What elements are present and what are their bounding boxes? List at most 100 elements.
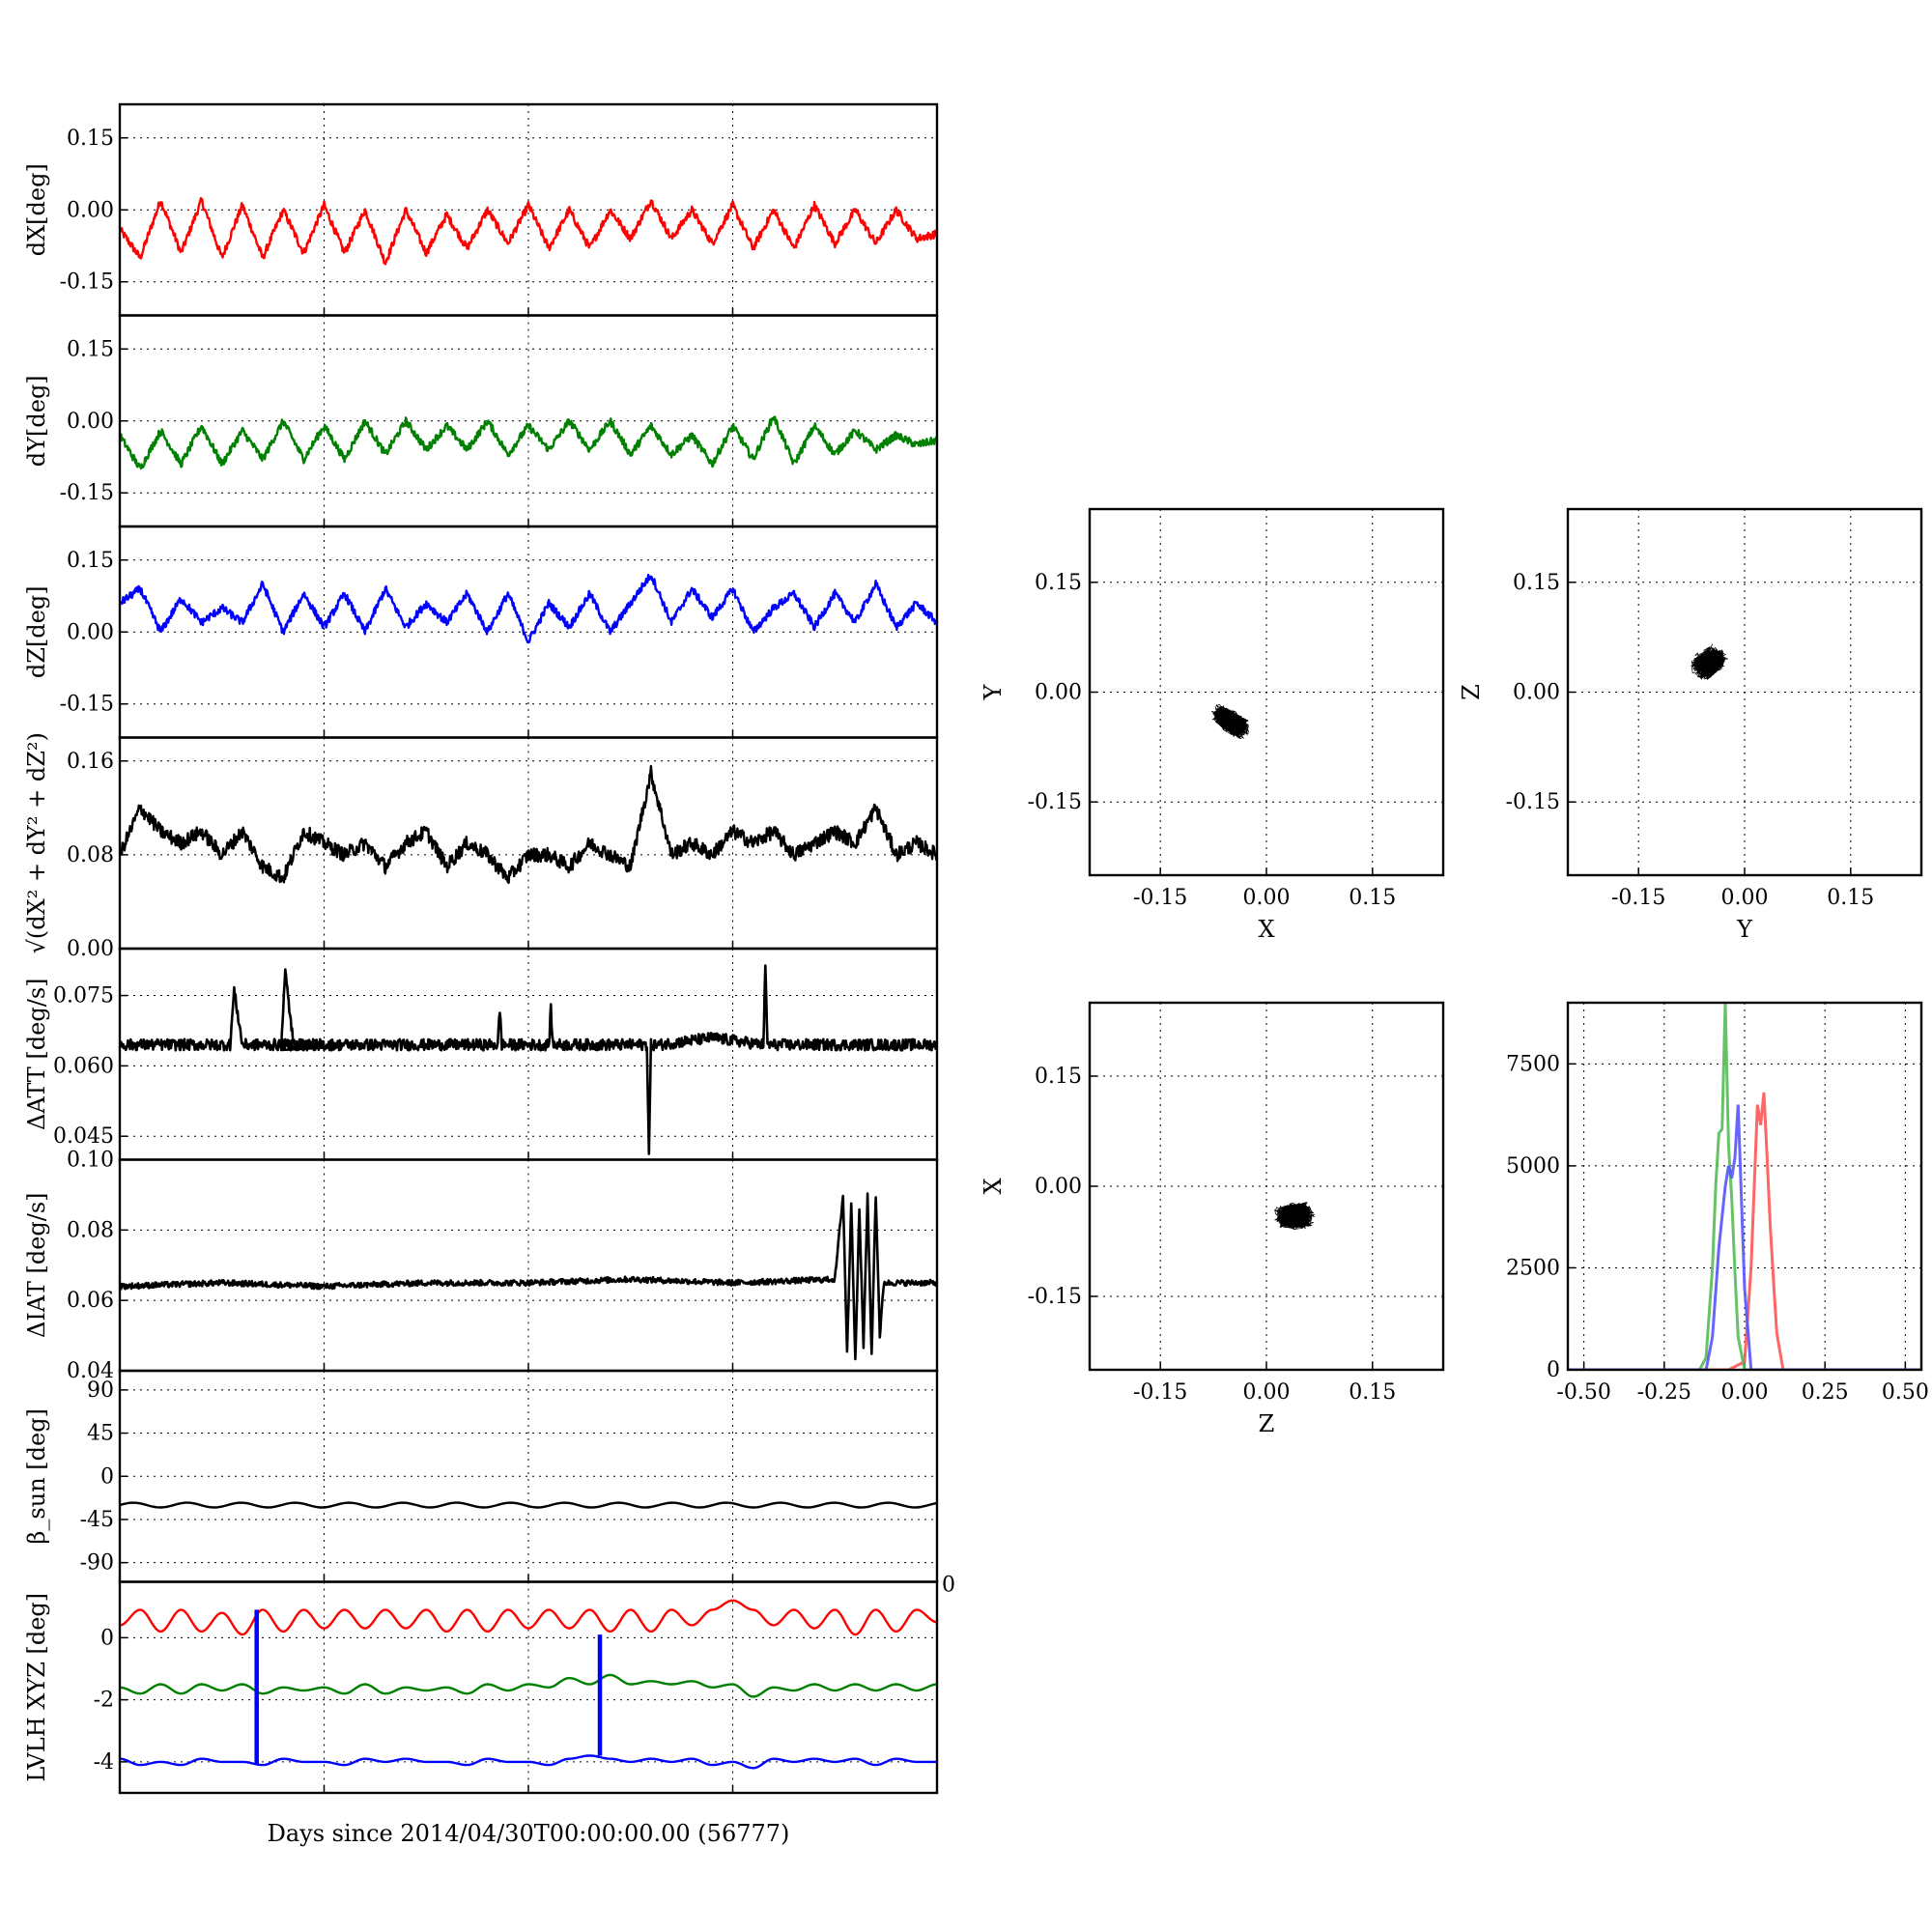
plot-area (120, 415, 937, 470)
scatter-histogram-grid: -0.15 0.00 0.15 0.15 0.00 -0.15 X Y -0.15 0.00 0.1… (980, 507, 1929, 1437)
y-axis-label: Z (1458, 684, 1485, 700)
histogram-line-1 (1568, 1003, 1921, 1370)
x-tick-label: 0.15 (1349, 886, 1396, 910)
x-tick-label: -0.50 (1556, 1380, 1610, 1405)
y-axis-label: ΔIAT [deg/s] (23, 1192, 50, 1338)
y-tick-label: 0.060 (53, 1054, 114, 1078)
x-tick-label: 0.00 (1721, 1380, 1769, 1405)
series-line-dIAT (120, 1192, 937, 1361)
panel-dR: 0.16 0.08 0.00 √(dX² + dY² + dZ²) (23, 732, 939, 961)
series-line-dX (120, 197, 937, 266)
corner-tick-label: 0 (942, 1574, 955, 1598)
y-tick-label: 0.15 (1035, 571, 1082, 595)
y-tick-label: 45 (87, 1422, 114, 1446)
y-tick-label: 0.15 (1035, 1065, 1082, 1089)
y-tick-label: -0.15 (60, 693, 114, 717)
y-tick-label: 0.00 (67, 937, 114, 961)
x-tick-label: 0.15 (1349, 1380, 1396, 1405)
y-axis-label: X (980, 1178, 1007, 1194)
plot-area (1210, 703, 1250, 740)
x-tick-label: 0.00 (1243, 886, 1291, 910)
y-tick-label: -45 (80, 1508, 114, 1532)
axes-frame (118, 1580, 939, 1795)
y-tick-label: 90 (87, 1378, 114, 1403)
y-tick-label: 0.04 (67, 1359, 114, 1383)
histogram-line-2 (1568, 1104, 1921, 1370)
y-tick-label: 0.16 (67, 750, 114, 774)
plot-area (120, 1599, 937, 1770)
y-tick-label: 0.15 (67, 337, 114, 361)
x-tick-label: 0.15 (1827, 886, 1874, 910)
scatter-trace-ZX (1274, 1201, 1316, 1230)
y-tick-label: 0.15 (67, 549, 114, 573)
panel-dIAT: 0.10 0.08 0.06 0.04 ΔIAT [deg/s] (23, 1149, 939, 1383)
series-line-dR (120, 764, 937, 884)
series-line-dATT (120, 964, 937, 1155)
axes-frame (1566, 507, 1923, 877)
x-axis-label: Y (1736, 916, 1753, 943)
y-tick-label: 0.15 (67, 127, 114, 151)
y-tick-label: 0 (100, 1626, 114, 1650)
series-line-beta (120, 1501, 937, 1509)
time-series-stack: 0.15 0.00 -0.15 dX[deg] 0.15 0.00 -0.15 dY[deg]… (23, 102, 955, 1848)
panel-YZ: -0.15 0.00 0.15 0.15 0.00 -0.15 Y Z (1458, 507, 1923, 943)
panel-dX: 0.15 0.00 -0.15 dX[deg] (23, 102, 939, 317)
y-tick-label: 5000 (1506, 1154, 1560, 1179)
x-tick-label: 0.25 (1802, 1380, 1849, 1405)
y-tick-label: -90 (80, 1551, 114, 1576)
x-axis-label: Z (1259, 1410, 1275, 1437)
plot-area (120, 1501, 937, 1509)
series-line-dY (120, 415, 937, 470)
y-tick-label: -0.15 (60, 270, 114, 295)
scatter-trace-XY (1210, 703, 1250, 740)
panel-XY: -0.15 0.00 0.15 0.15 0.00 -0.15 X Y (980, 507, 1445, 943)
axes-frame (118, 947, 939, 1161)
panel-lvlh: 0 -2 -4 LVLH XYZ [deg] Days since 2014/04/30… (23, 1574, 955, 1848)
x-tick-label: 0.50 (1882, 1380, 1929, 1405)
y-tick-label: -4 (94, 1750, 114, 1775)
x-tick-label: -0.15 (1611, 886, 1665, 910)
plot-area (120, 197, 937, 266)
axes-frame (118, 1158, 939, 1373)
x-tick-label: 0.00 (1721, 886, 1769, 910)
panel-dZ: 0.15 0.00 -0.15 dZ[deg] (23, 525, 939, 739)
y-axis-label: √(dX² + dY² + dZ²) (23, 732, 50, 953)
y-axis-label: Y (980, 683, 1007, 700)
y-tick-label: -0.15 (60, 481, 114, 505)
panel-hist: -0.50 -0.25 0.00 0.25 0.50 7500 5000 2500 0 (1506, 1001, 1929, 1405)
y-tick-label: 7500 (1506, 1052, 1560, 1076)
plot-area (120, 1192, 937, 1361)
y-tick-label: -0.15 (1506, 790, 1560, 814)
y-tick-label: 0.00 (67, 410, 114, 434)
y-tick-label: 0.08 (67, 1218, 114, 1242)
y-tick-label: 0.00 (1035, 681, 1082, 705)
y-tick-label: 0.045 (53, 1124, 114, 1149)
y-tick-label: 2500 (1506, 1256, 1560, 1280)
y-tick-label: -2 (94, 1689, 114, 1713)
y-tick-label: -0.15 (1028, 1285, 1082, 1309)
y-tick-label: 0.00 (1035, 1175, 1082, 1199)
y-axis-label: ΔATT [deg/s] (23, 979, 50, 1131)
y-tick-label: 0.075 (53, 984, 114, 1009)
plot-area (120, 573, 937, 644)
y-tick-label: -0.15 (1028, 790, 1082, 814)
histogram-line-0 (1568, 1092, 1921, 1370)
y-tick-label: 0.10 (67, 1149, 114, 1173)
y-tick-label: 0.00 (67, 620, 114, 644)
y-axis-label: dX[deg] (23, 163, 50, 256)
y-tick-label: 0.06 (67, 1289, 114, 1313)
x-tick-label: 0.00 (1243, 1380, 1291, 1405)
y-tick-label: 0 (1547, 1358, 1560, 1382)
plot-area (1568, 1003, 1921, 1370)
x-tick-label: -0.15 (1133, 886, 1187, 910)
y-tick-label: 0 (100, 1464, 114, 1489)
plot-area (120, 964, 937, 1155)
y-tick-label: 0.15 (1513, 571, 1560, 595)
axes-frame (1088, 507, 1445, 877)
x-axis-label: X (1258, 916, 1274, 943)
scatter-trace-YZ (1690, 643, 1728, 681)
axes-frame (1088, 1001, 1445, 1372)
x-tick-label: -0.15 (1133, 1380, 1187, 1405)
